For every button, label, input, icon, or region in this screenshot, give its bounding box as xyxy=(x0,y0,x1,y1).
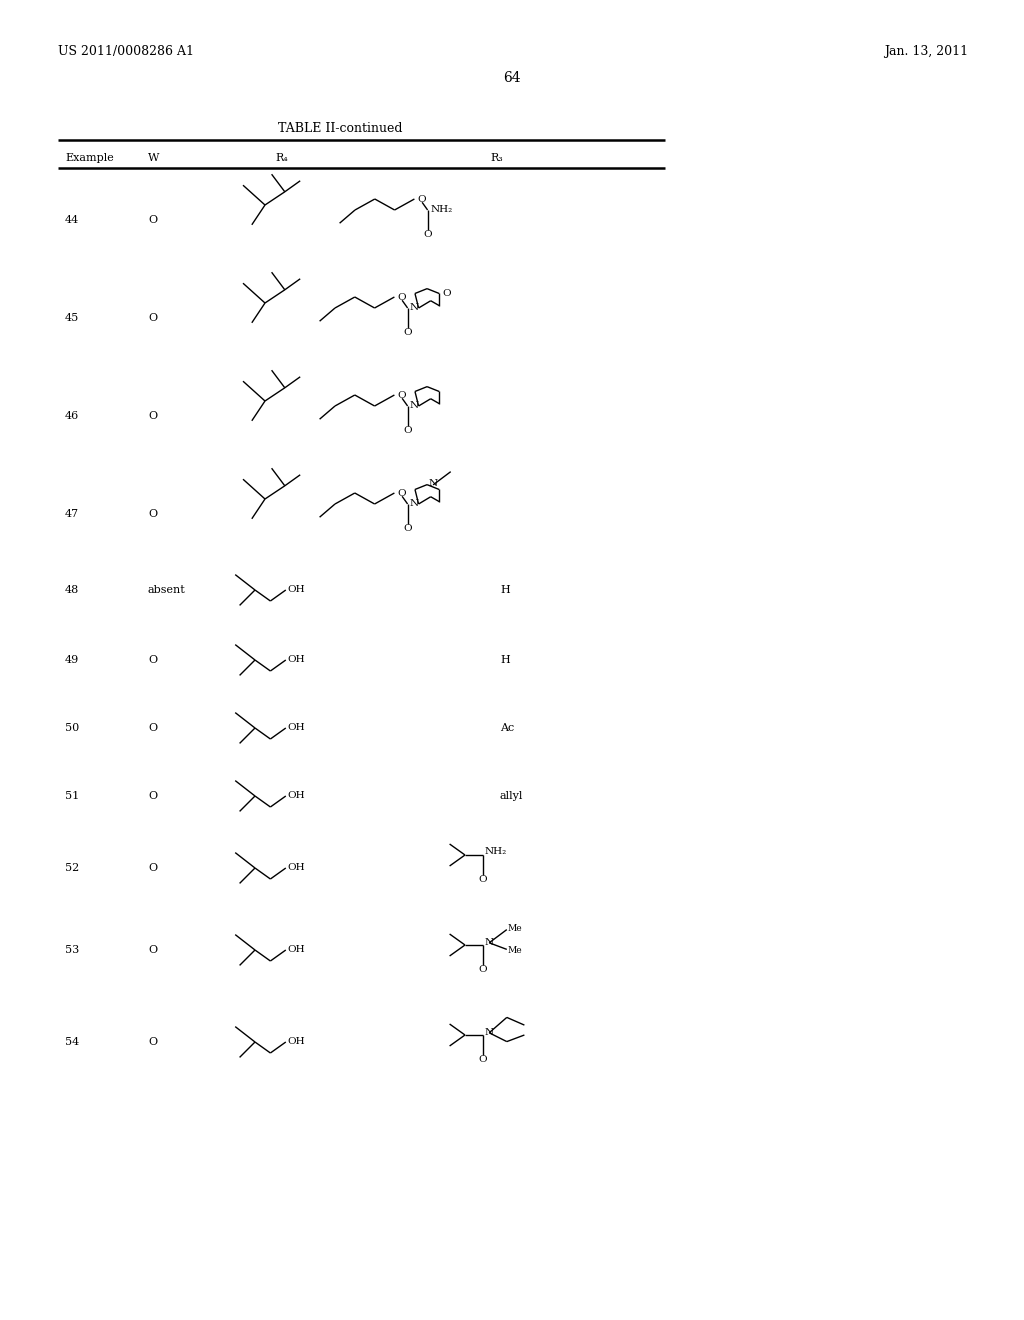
Text: R₄: R₄ xyxy=(275,153,288,162)
Text: OH: OH xyxy=(287,723,304,733)
Text: absent: absent xyxy=(148,585,185,595)
Text: O: O xyxy=(397,391,406,400)
Text: O: O xyxy=(148,510,157,519)
Text: N: N xyxy=(410,499,419,508)
Text: 48: 48 xyxy=(65,585,79,595)
Text: OH: OH xyxy=(287,586,304,594)
Text: OH: OH xyxy=(287,945,304,954)
Text: NH₂: NH₂ xyxy=(484,847,507,857)
Text: OH: OH xyxy=(287,1038,304,1047)
Text: OH: OH xyxy=(287,863,304,873)
Text: NH₂: NH₂ xyxy=(431,206,454,214)
Text: 52: 52 xyxy=(65,863,79,873)
Text: R₃: R₃ xyxy=(490,153,503,162)
Text: N: N xyxy=(429,479,437,488)
Text: 47: 47 xyxy=(65,510,79,519)
Text: 50: 50 xyxy=(65,723,79,733)
Text: H: H xyxy=(500,585,510,595)
Text: Me: Me xyxy=(508,946,522,954)
Text: O: O xyxy=(148,655,157,665)
Text: N: N xyxy=(484,939,494,948)
Text: Ac: Ac xyxy=(500,723,514,733)
Text: 64: 64 xyxy=(503,71,521,84)
Text: US 2011/0008286 A1: US 2011/0008286 A1 xyxy=(58,45,194,58)
Text: O: O xyxy=(397,293,406,301)
Text: 45: 45 xyxy=(65,313,79,323)
Text: O: O xyxy=(417,194,426,203)
Text: 46: 46 xyxy=(65,411,79,421)
Text: W: W xyxy=(148,153,160,162)
Text: O: O xyxy=(148,1038,157,1047)
Text: O: O xyxy=(148,863,157,873)
Text: O: O xyxy=(403,425,412,434)
Text: O: O xyxy=(148,411,157,421)
Text: O: O xyxy=(478,965,487,974)
Text: N: N xyxy=(410,304,419,313)
Text: O: O xyxy=(478,875,487,883)
Text: O: O xyxy=(478,1055,487,1064)
Text: O: O xyxy=(423,230,432,239)
Text: O: O xyxy=(442,289,452,298)
Text: 44: 44 xyxy=(65,215,79,224)
Text: TABLE II-continued: TABLE II-continued xyxy=(278,121,402,135)
Text: O: O xyxy=(403,524,412,533)
Text: 53: 53 xyxy=(65,945,79,954)
Text: Jan. 13, 2011: Jan. 13, 2011 xyxy=(884,45,968,58)
Text: O: O xyxy=(148,723,157,733)
Text: O: O xyxy=(403,327,412,337)
Text: N: N xyxy=(484,1028,494,1038)
Text: 49: 49 xyxy=(65,655,79,665)
Text: O: O xyxy=(148,945,157,954)
Text: O: O xyxy=(397,488,406,498)
Text: OH: OH xyxy=(287,792,304,800)
Text: Me: Me xyxy=(508,924,522,933)
Text: Example: Example xyxy=(65,153,114,162)
Text: O: O xyxy=(148,215,157,224)
Text: allyl: allyl xyxy=(500,791,523,801)
Text: O: O xyxy=(148,313,157,323)
Text: O: O xyxy=(148,791,157,801)
Text: 51: 51 xyxy=(65,791,79,801)
Text: 54: 54 xyxy=(65,1038,79,1047)
Text: H: H xyxy=(500,655,510,665)
Text: OH: OH xyxy=(287,656,304,664)
Text: N: N xyxy=(410,401,419,411)
